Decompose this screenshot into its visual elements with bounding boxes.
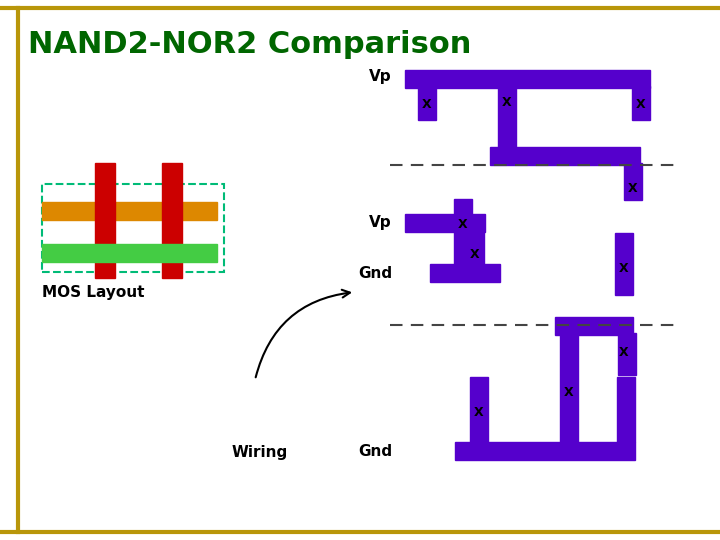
- Text: NAND2-NOR2 Comparison: NAND2-NOR2 Comparison: [28, 30, 472, 59]
- Bar: [42, 184, 224, 272]
- Text: X: X: [474, 406, 484, 419]
- Bar: [466, 230, 484, 268]
- Bar: [162, 163, 182, 278]
- Bar: [490, 147, 640, 165]
- Text: Gnd: Gnd: [358, 266, 392, 280]
- Bar: [42, 202, 217, 220]
- Bar: [632, 86, 650, 120]
- Text: X: X: [636, 98, 646, 111]
- Bar: [498, 88, 516, 150]
- Bar: [405, 214, 485, 232]
- Text: X: X: [422, 98, 432, 111]
- Bar: [624, 163, 642, 200]
- Bar: [455, 442, 635, 460]
- FancyArrowPatch shape: [256, 290, 350, 377]
- Bar: [418, 86, 436, 120]
- Bar: [618, 333, 636, 375]
- Text: Vp: Vp: [369, 70, 392, 84]
- Bar: [617, 377, 635, 442]
- Text: X: X: [619, 261, 629, 274]
- Bar: [430, 264, 500, 282]
- Bar: [454, 199, 472, 264]
- Bar: [95, 163, 115, 278]
- Bar: [405, 70, 650, 88]
- Text: X: X: [458, 219, 468, 232]
- Bar: [560, 334, 578, 442]
- Text: X: X: [628, 181, 638, 194]
- Text: Wiring: Wiring: [232, 445, 288, 460]
- Text: X: X: [470, 248, 480, 261]
- Bar: [42, 244, 217, 262]
- Text: Gnd: Gnd: [358, 443, 392, 458]
- Text: X: X: [619, 346, 629, 359]
- Bar: [555, 317, 633, 335]
- Bar: [470, 377, 488, 442]
- Text: X: X: [502, 96, 512, 109]
- Text: X: X: [564, 386, 574, 399]
- Text: MOS Layout: MOS Layout: [42, 285, 145, 300]
- Text: Vp: Vp: [369, 214, 392, 230]
- Bar: [615, 233, 633, 295]
